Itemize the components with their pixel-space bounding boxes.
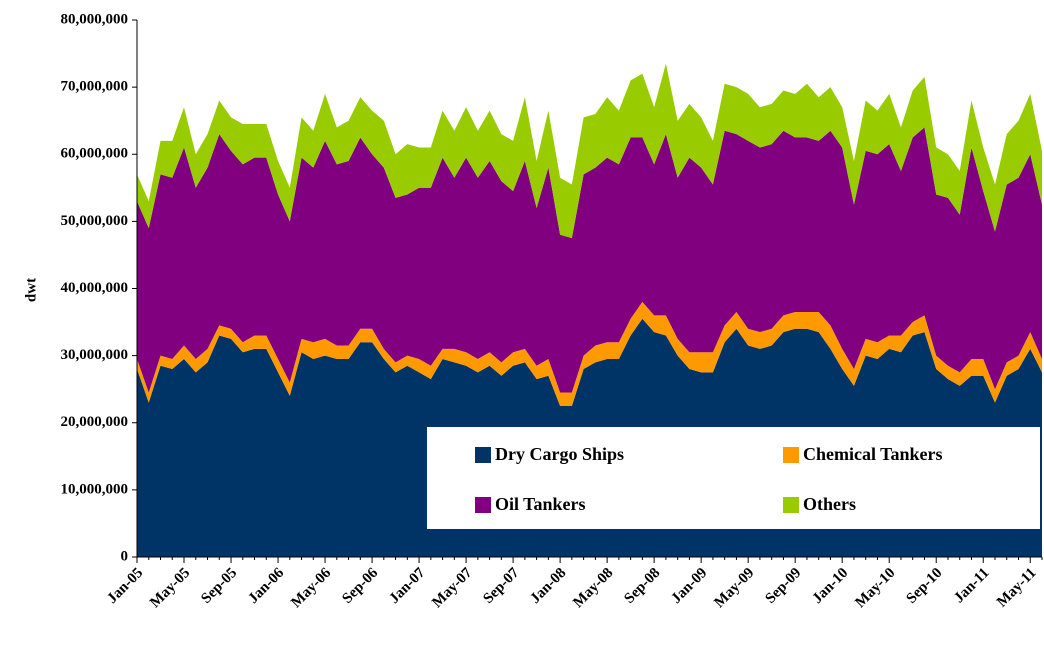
legend: Dry Cargo Ships Chemical Tankers Oil Tanke… (427, 427, 1040, 529)
legend-label: Chemical Tankers (803, 444, 943, 464)
x-tick-label: May-09 (711, 565, 757, 611)
y-tick-label: 40,000,000 (61, 280, 129, 296)
x-tick-label: Jan-10 (809, 565, 851, 607)
legend-swatch (475, 497, 491, 513)
x-tick-label: Sep-06 (339, 565, 381, 607)
x-tick-label: Sep-08 (621, 565, 663, 607)
x-tick-label: Sep-10 (904, 565, 946, 607)
y-tick-label: 60,000,000 (61, 146, 129, 162)
x-tick-label: May-08 (570, 565, 616, 611)
legend-box (427, 427, 1040, 529)
legend-swatch (475, 447, 491, 463)
x-tick-label: Sep-09 (762, 565, 804, 607)
y-axis-label: dwt (23, 278, 39, 302)
legend-swatch (783, 497, 799, 513)
x-tick-label: May-07 (429, 565, 475, 611)
legend-swatch (783, 447, 799, 463)
y-tick-label: 10,000,000 (61, 481, 129, 497)
x-tick-label: Jan-06 (245, 565, 287, 607)
x-tick-label: May-11 (994, 565, 1039, 610)
y-tick-label: 20,000,000 (61, 414, 129, 430)
x-tick-label: Jan-05 (104, 565, 146, 607)
y-tick-label: 80,000,000 (61, 11, 129, 27)
y-tick-label: 0 (121, 548, 129, 564)
legend-label: Others (803, 494, 856, 514)
x-tick-label: Jan-09 (668, 565, 710, 607)
area (137, 63, 1042, 239)
area (137, 127, 1042, 393)
y-tick-label: 70,000,000 (61, 79, 129, 95)
x-tick-label: Sep-07 (480, 565, 522, 607)
x-tick-label: Sep-05 (198, 565, 240, 607)
x-tick-label: Jan-11 (951, 565, 992, 606)
legend-label: Dry Cargo Ships (495, 444, 624, 464)
x-tick-label: May-10 (852, 565, 898, 611)
legend-label: Oil Tankers (495, 494, 586, 514)
x-tick-label: May-06 (288, 565, 334, 611)
x-tick-label: Jan-08 (527, 565, 569, 607)
y-tick-label: 30,000,000 (61, 347, 129, 363)
x-tick-label: Jan-07 (386, 565, 428, 607)
y-tick-label: 50,000,000 (61, 213, 129, 229)
x-tick-label: May-05 (147, 565, 193, 611)
area (137, 301, 1042, 406)
